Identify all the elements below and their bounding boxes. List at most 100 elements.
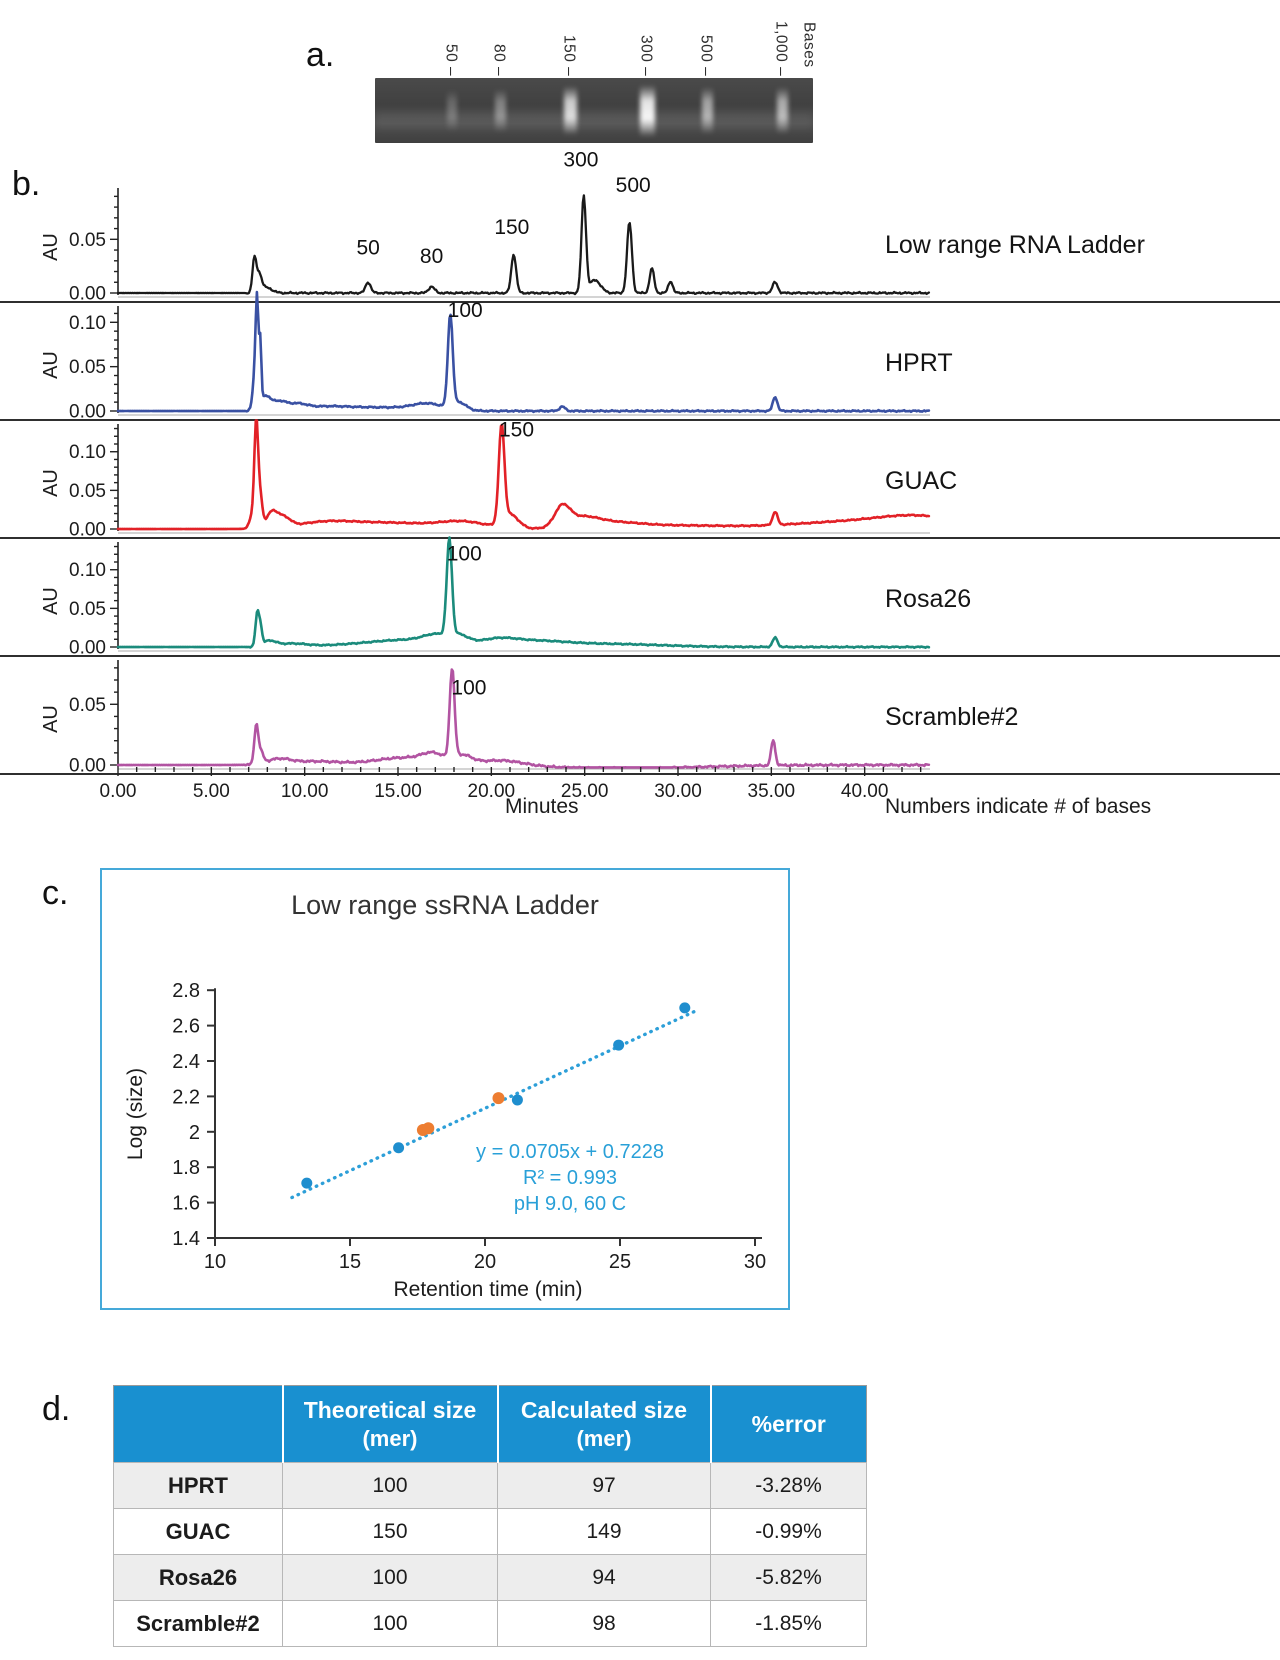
gel-band	[776, 86, 788, 135]
x-tick-label: 0.00	[100, 781, 137, 802]
trace-line	[116, 419, 931, 531]
y-tick-label: 2.2	[172, 1086, 200, 1108]
gel-lane-size-label: 50 –	[442, 43, 460, 76]
theoretical-size-cell: 100	[282, 1462, 498, 1509]
gel-lane-label: 500 –	[697, 2, 715, 76]
trace-line	[116, 536, 931, 650]
gel-lane-size-label: 150 –	[560, 34, 578, 76]
column-header-text: Theoretical size	[303, 1396, 477, 1423]
percent-error-cell: -1.85%	[710, 1600, 867, 1647]
chart-title: Low range ssRNA Ladder	[291, 890, 599, 920]
fit-r-squared: R² = 0.993	[523, 1167, 617, 1189]
trace-line	[116, 194, 931, 296]
calculated-size-cell: 94	[497, 1554, 711, 1601]
y-axis-title: AU	[40, 233, 62, 261]
fit-conditions: pH 9.0, 60 C	[514, 1193, 626, 1215]
x-axis-title: Retention time (min)	[393, 1278, 582, 1301]
gel-smear	[375, 112, 813, 128]
peak-size-annotation: 150	[499, 418, 534, 441]
y-tick-label: 0.00	[69, 756, 106, 777]
x-axis-title: Minutes	[505, 795, 579, 818]
gel-band	[639, 84, 655, 137]
panel-c-label: c.	[42, 874, 69, 912]
column-header: Theoretical size (mer)	[282, 1385, 499, 1463]
y-tick-label: 0.00	[69, 402, 106, 423]
x-tick-label: 25	[609, 1251, 631, 1273]
trace-panel-scramble-2: 0.00 0.05 AU 100 Scramble#2	[0, 657, 1280, 777]
size-comparison-table: Theoretical size (mer) Calculated size (mer…	[113, 1385, 867, 1647]
y-tick-label: 1.4	[172, 1228, 200, 1250]
trace-name-label: GUAC	[885, 467, 957, 495]
column-header-text: %error	[751, 1410, 826, 1437]
data-point	[492, 1092, 505, 1105]
y-tick-label: 0.05	[69, 599, 106, 620]
trace-svg: 0.00 0.05 AU 100 Scramble#2	[40, 660, 1018, 777]
calculated-size-cell: 149	[497, 1508, 711, 1555]
y-tick-label: 1.6	[172, 1193, 200, 1215]
row-name-cell: GUAC	[113, 1508, 283, 1555]
gel-lane-label: 300 –	[638, 2, 655, 76]
trace-panel-hprt: 0.00 0.05 0.10 AU 100 HPRT	[0, 290, 1280, 423]
data-point	[301, 1177, 313, 1189]
gel-band	[563, 85, 577, 136]
table-row: GUAC 150 149 -0.99%	[113, 1508, 867, 1555]
trace-name-label: HPRT	[885, 349, 953, 377]
peak-size-annotation: 150	[494, 216, 529, 239]
y-tick-label: 0.10	[69, 560, 106, 581]
peak-size-annotation: 80	[420, 245, 443, 268]
gel-band	[447, 89, 457, 132]
x-tick-label: 15	[339, 1251, 361, 1273]
y-tick-label: 1.8	[172, 1157, 200, 1179]
row-name-cell: Scramble#2	[113, 1600, 283, 1647]
panel-a-label: a.	[306, 36, 335, 74]
y-tick-label: 0.05	[69, 481, 106, 502]
row-name-cell: Rosa26	[113, 1554, 283, 1601]
column-header-unit: (mer)	[576, 1425, 632, 1451]
y-axis-title: AU	[40, 705, 62, 733]
panel-b-label: b.	[12, 165, 41, 203]
y-tick-label: 0.10	[69, 442, 106, 463]
y-tick-label: 0.00	[69, 284, 106, 305]
peak-size-annotation: 100	[451, 677, 486, 700]
column-header-text: Calculated size	[520, 1396, 688, 1423]
y-tick-label: 0.05	[69, 357, 106, 378]
peak-size-annotation: 500	[616, 174, 651, 197]
column-header: %error	[710, 1385, 867, 1463]
trace-name-label: Low range RNA Ladder	[885, 231, 1145, 259]
bases-note: Numbers indicate # of bases	[885, 795, 1152, 818]
x-tick-label: 35.00	[748, 781, 796, 802]
gel-lane-size-label: 80 –	[490, 43, 508, 76]
y-tick-label: 2.6	[172, 1016, 200, 1038]
gel-image	[375, 78, 813, 143]
percent-error-cell: -3.28%	[710, 1462, 867, 1509]
trace-line	[116, 668, 931, 769]
trace-svg: 0.00 0.05 0.10 AU 100 Rosa26	[40, 536, 971, 659]
data-point	[613, 1039, 625, 1051]
percent-error-cell: -0.99%	[710, 1508, 867, 1555]
panel-d-label: d.	[42, 1390, 71, 1428]
x-tick-label: 30	[744, 1251, 766, 1273]
trace-line	[116, 290, 931, 414]
x-tick-label: 40.00	[841, 781, 889, 802]
y-tick-label: 2.4	[172, 1051, 200, 1073]
theoretical-size-cell: 150	[282, 1508, 498, 1555]
gel-bases-axis-label: Bases	[800, 22, 818, 68]
data-point	[422, 1122, 435, 1135]
gel-lane-size-label: 500 –	[697, 34, 715, 76]
theoretical-size-cell: 100	[282, 1554, 498, 1601]
gel-band	[701, 87, 713, 134]
y-tick-label: 0.00	[69, 638, 106, 659]
calibration-svg: Low range ssRNA Ladder 1.4 1.6 1.8 2 2.2 2.4 2.…	[124, 890, 766, 1301]
trace-panel-rosa26: 0.00 0.05 0.10 AU 100 Rosa26	[0, 536, 1280, 659]
y-tick-label: 2.8	[172, 980, 200, 1002]
calculated-size-cell: 97	[497, 1462, 711, 1509]
gel-lane-label: 1,000 –	[772, 2, 790, 76]
trace-svg: 0.00 0.05 0.10 AU 150 GUAC	[40, 418, 957, 540]
gel-lane-size-label: 1,000 –	[772, 20, 790, 76]
gel-lane-label: 80 –	[490, 2, 508, 76]
x-tick-label: 25.00	[561, 781, 609, 802]
y-axis-title: AU	[40, 351, 62, 379]
row-name-cell: HPRT	[113, 1462, 283, 1509]
theoretical-size-cell: 100	[282, 1600, 498, 1647]
